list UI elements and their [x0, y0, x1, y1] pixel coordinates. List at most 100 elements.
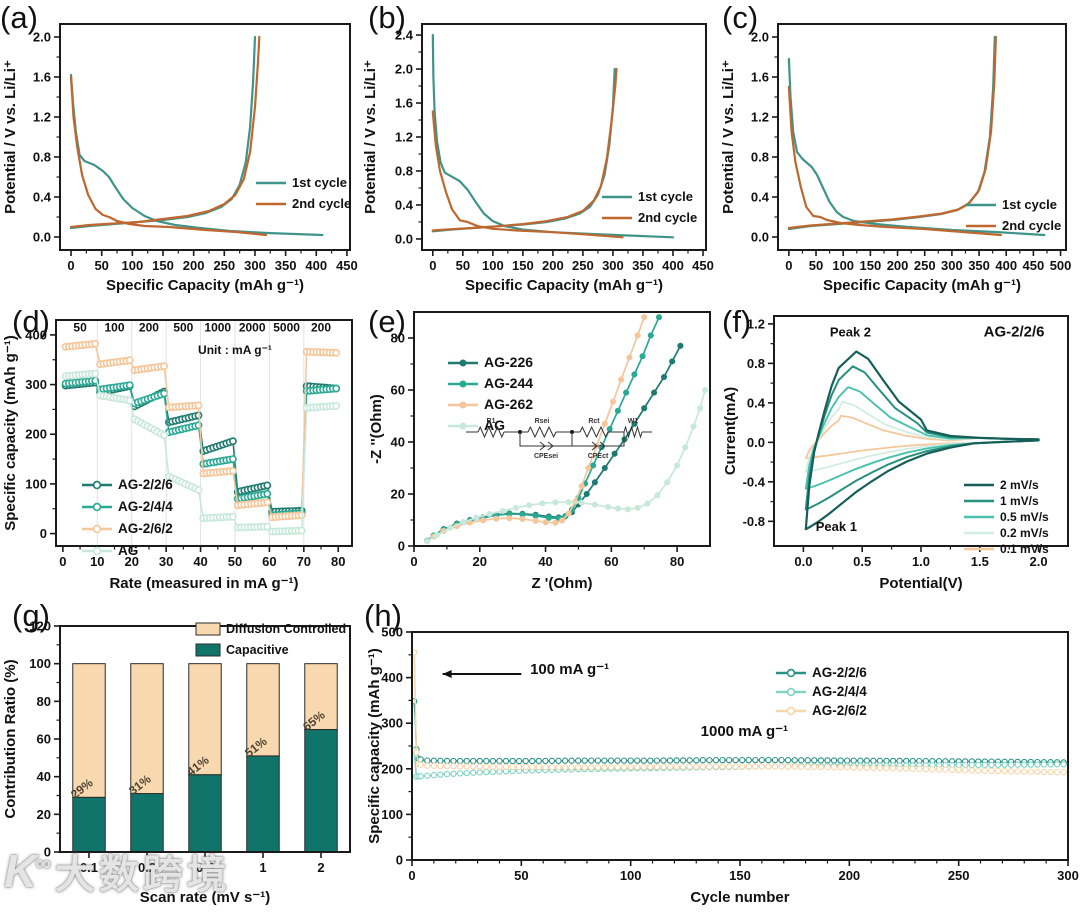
axes-ticks: 0 50 100 150 200 250 300 350 400 450 500 0.0 0.4 0.8 1… — [720, 30, 1071, 295]
svg-text:0.0: 0.0 — [751, 230, 769, 245]
svg-text:500: 500 — [381, 625, 403, 640]
panel-label-c: (c) — [722, 0, 759, 35]
svg-text:AG-2/2/6: AG-2/2/6 — [812, 665, 867, 680]
svg-text:2.0: 2.0 — [395, 62, 413, 77]
svg-text:1.2: 1.2 — [395, 130, 413, 145]
svg-text:80: 80 — [670, 554, 684, 569]
chart-group-e: 0 20 40 60 80 0 20 40 60 80 Z '(Ohm) -Z ''(Ohm) AG-2… — [368, 311, 711, 593]
svg-text:60: 60 — [37, 732, 51, 747]
panel-b: (b) 0 50 100 150 200 250 300 350 400 450 0.0 0.4 0.8… — [360, 0, 718, 300]
svg-text:Rate (measured in mA g⁻¹): Rate (measured in mA g⁻¹) — [109, 575, 298, 592]
series-layer — [424, 314, 709, 545]
chart-group-d: 0 10 20 30 40 50 60 70 80 0 100 200 300 400 Rate (meas… — [2, 319, 353, 592]
svg-text:W1: W1 — [628, 418, 639, 425]
svg-text:0.5: 0.5 — [853, 554, 871, 569]
svg-text:Specific capacity (mAh g⁻¹): Specific capacity (mAh g⁻¹) — [2, 335, 19, 530]
chart-e-nyquist: 0 20 40 60 80 0 20 40 60 80 Z '(Ohm) -Z ''(Ohm) AG-2… — [368, 311, 711, 593]
svg-text:0.4: 0.4 — [747, 395, 766, 410]
panel-f: (f) 0.0 0.5 1.0 1.5 2.0 -0.8 -0.4 0.0 0.4 0.8 1.2 P… — [720, 300, 1080, 598]
svg-text:100: 100 — [381, 807, 403, 822]
svg-text:1.0: 1.0 — [912, 554, 930, 569]
svg-text:Unit : mA g⁻¹: Unit : mA g⁻¹ — [198, 343, 272, 357]
svg-text:0.8: 0.8 — [751, 150, 769, 165]
svg-text:Current(mA): Current(mA) — [722, 387, 739, 475]
svg-text:0.4: 0.4 — [751, 190, 770, 205]
svg-text:20: 20 — [124, 554, 138, 569]
svg-text:Specific capacity (mAh g⁻¹): Specific capacity (mAh g⁻¹) — [366, 648, 383, 843]
chart-h-cycling-stability: 0 50 100 150 200 250 300 0 100 200 300 400 500 Cycle … — [366, 625, 1079, 907]
chart-d-rate-capability: 0 10 20 30 40 50 60 70 80 0 100 200 300 400 Rate (meas… — [2, 319, 353, 592]
svg-text:300: 300 — [244, 258, 266, 273]
svg-text:200: 200 — [838, 868, 860, 883]
chart-group-b: 0 50 100 150 200 250 300 350 400 450 0.0 0.4 0.8 1.2 1… — [362, 23, 714, 294]
svg-text:0.2 mV/s: 0.2 mV/s — [1000, 526, 1049, 540]
legend: AG-2/2/6 AG-2/4/4 AG-2/6/2 — [776, 665, 867, 718]
svg-text:50: 50 — [514, 868, 528, 883]
svg-text:1.2: 1.2 — [751, 110, 769, 125]
svg-text:100: 100 — [29, 656, 51, 671]
bar-capacitive — [304, 729, 338, 853]
bar-capacitive — [72, 796, 106, 853]
svg-text:300: 300 — [941, 258, 963, 273]
svg-text:Potential / V vs. Li/Li⁺: Potential / V vs. Li/Li⁺ — [362, 60, 379, 214]
bar-diffusion — [130, 663, 164, 795]
svg-text:2: 2 — [317, 860, 324, 875]
bar-capacitive — [188, 774, 222, 853]
svg-text:1 mV/s: 1 mV/s — [1000, 494, 1039, 508]
legend: 2 mV/s 1 mV/s 0.5 mV/s 0.2 mV/s 0.1 mV/s — [964, 478, 1049, 556]
svg-text:150: 150 — [860, 258, 882, 273]
svg-text:0.0: 0.0 — [395, 231, 413, 246]
svg-text:0: 0 — [67, 258, 74, 273]
svg-text:Rct: Rct — [588, 418, 600, 425]
svg-text:2nd cycle: 2nd cycle — [1002, 218, 1061, 233]
svg-text:0.4: 0.4 — [33, 190, 52, 205]
svg-text:200: 200 — [25, 427, 47, 442]
series-layer — [72, 663, 338, 853]
svg-text:100: 100 — [832, 258, 854, 273]
svg-text:250: 250 — [914, 258, 936, 273]
svg-text:Specific Capacity (mAh g⁻¹): Specific Capacity (mAh g⁻¹) — [465, 277, 663, 294]
panel-h: (h) 0 50 100 150 200 250 300 0 100 200 300 400 500 Cy… — [364, 598, 1080, 912]
svg-text:0.1: 0.1 — [80, 860, 98, 875]
axes-ticks: 0 50 100 150 200 250 300 0 100 200 300 400 500 Cycle … — [366, 625, 1079, 907]
svg-text:450: 450 — [692, 258, 714, 273]
svg-text:60: 60 — [391, 383, 405, 398]
svg-text:Z '(Ohm): Z '(Ohm) — [531, 575, 592, 592]
axes-ticks: 0 20 40 60 80 0 20 40 60 80 Z '(Ohm) -Z ''(Ohm) — [368, 331, 684, 593]
svg-text:100: 100 — [121, 258, 143, 273]
svg-text:AG-226: AG-226 — [484, 354, 533, 370]
panel-d: (d) 0 10 20 30 40 50 60 70 80 0 100 200 300 400 Rate (… — [0, 300, 366, 598]
svg-text:80: 80 — [331, 554, 345, 569]
svg-text:0.0: 0.0 — [794, 554, 812, 569]
legend: 1st cycle 2nd cycle — [256, 175, 351, 211]
panel-e: (e) 0 20 40 60 80 0 20 40 60 80 Z '(Ohm) -Z ''(Ohm)… — [366, 300, 720, 598]
panel-label-b: (b) — [368, 0, 406, 35]
svg-text:500: 500 — [1050, 258, 1072, 273]
svg-text:0: 0 — [44, 845, 51, 860]
svg-text:50: 50 — [228, 554, 242, 569]
axes-ticks: 0 50 100 150 200 250 300 350 400 450 0.0 0.4 0.8 1.2 1… — [362, 28, 714, 294]
panel-label-g: (g) — [12, 598, 50, 633]
svg-text:60: 60 — [604, 554, 618, 569]
svg-text:50: 50 — [456, 258, 470, 273]
svg-text:0.4: 0.4 — [395, 197, 414, 212]
svg-text:1st cycle: 1st cycle — [1002, 197, 1057, 212]
svg-text:-0.8: -0.8 — [743, 514, 765, 529]
svg-text:0.8: 0.8 — [747, 356, 765, 371]
svg-text:2 mV/s: 2 mV/s — [1000, 478, 1039, 492]
axes-ticks: 0.0 0.5 1.0 1.5 2.0 -0.8 -0.4 0.0 0.4 0.8 1.2 Poten… — [722, 316, 1048, 592]
series-layer — [431, 33, 675, 239]
series-layer — [411, 649, 1069, 780]
svg-text:400: 400 — [662, 258, 684, 273]
panel-label-f: (f) — [722, 304, 752, 339]
svg-text:50: 50 — [73, 320, 87, 334]
svg-text:10: 10 — [90, 554, 104, 569]
svg-text:300: 300 — [381, 716, 403, 731]
axes-ticks: 0 10 20 30 40 50 60 70 80 0 100 200 300 400 Rate (meas… — [2, 327, 345, 592]
svg-text:200: 200 — [542, 258, 564, 273]
svg-text:2.0: 2.0 — [1030, 554, 1048, 569]
svg-text:500: 500 — [173, 320, 193, 334]
svg-text:0: 0 — [429, 258, 436, 273]
svg-text:0.0: 0.0 — [747, 435, 765, 450]
svg-text:R1: R1 — [487, 418, 496, 425]
